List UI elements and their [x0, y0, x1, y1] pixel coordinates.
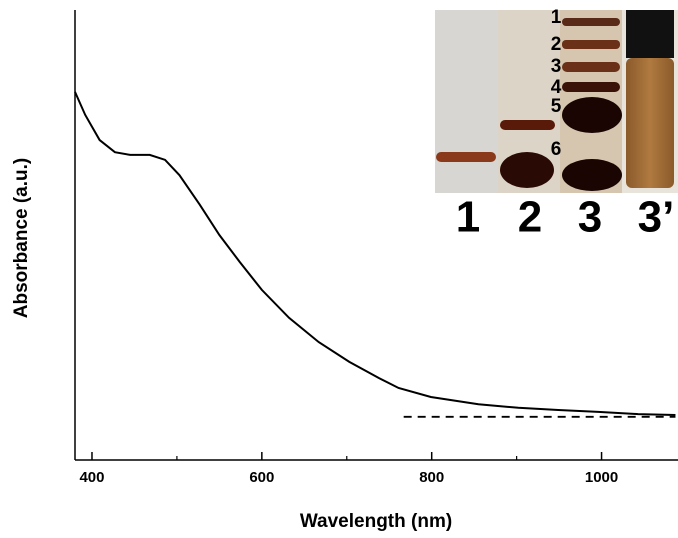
band-label: 1 [551, 7, 562, 28]
y-axis-title: Absorbance (a.u.) [11, 158, 32, 318]
x-tick-label: 800 [419, 469, 444, 486]
lane-label: 2 [518, 193, 542, 242]
x-tick-label: 600 [249, 469, 274, 486]
x-tick-label: 400 [79, 469, 104, 486]
band-label: 6 [551, 139, 562, 160]
lane-label: 1 [456, 193, 480, 242]
inset-photo [435, 10, 678, 193]
data-line [74, 91, 676, 416]
band-label: 3 [551, 56, 562, 77]
band-label: 4 [551, 77, 562, 98]
x-axis-title: Wavelength (nm) [300, 511, 452, 532]
lane-label: 3 [578, 193, 602, 242]
band-label: 2 [551, 34, 562, 55]
band-label: 5 [551, 96, 562, 117]
lane-label: 3’ [638, 193, 675, 242]
x-tick-label: 1000 [585, 469, 618, 486]
